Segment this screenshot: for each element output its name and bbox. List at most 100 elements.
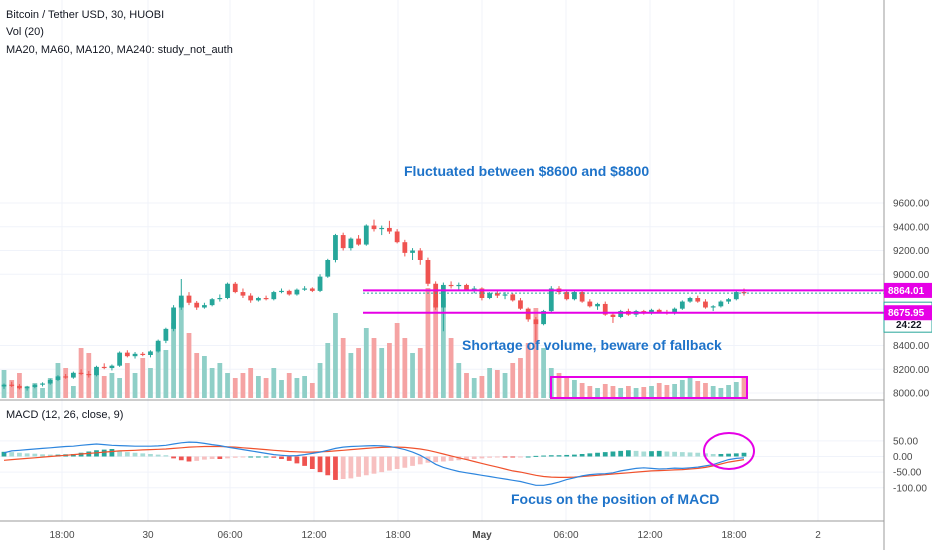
candle-body	[679, 301, 685, 309]
volume-bar	[564, 376, 570, 398]
volume-bar	[186, 333, 192, 398]
macd-axis[interactable]: 50.00 0.00 -50.00 -100.00	[893, 436, 927, 494]
candle-body	[379, 227, 385, 230]
price-tick-label: 9600.00	[893, 199, 930, 210]
upper-price-tag: 8864.01	[888, 286, 925, 297]
macd-histogram-bar	[672, 451, 678, 457]
volume-bar	[448, 338, 454, 398]
candle-body	[286, 290, 292, 295]
macd-histogram-bar	[587, 453, 593, 457]
macd-highlight-circle	[703, 432, 755, 470]
volume-bar	[425, 288, 431, 398]
volume-legend[interactable]: Vol (20)	[6, 26, 44, 38]
macd-histogram-bar	[718, 454, 724, 457]
volume-bar	[710, 386, 716, 398]
macd-histogram-bar	[17, 452, 22, 457]
macd-histogram-bar	[148, 454, 153, 457]
volume-bar	[656, 383, 662, 398]
volume-bar	[387, 343, 392, 398]
volume-bar	[32, 383, 38, 398]
volume-bar	[633, 388, 639, 398]
volume-annotation: Shortage of volume, beware of fallback	[462, 337, 722, 353]
volume-bar	[410, 353, 415, 398]
macd-histogram-bar	[248, 456, 254, 458]
macd-tick-label: 50.00	[893, 436, 918, 447]
volume-bar	[510, 363, 516, 398]
macd-line	[3, 441, 745, 486]
candle-body	[595, 303, 600, 307]
candle-body	[333, 235, 338, 260]
macd-legend[interactable]: MACD (12, 26, close, 9)	[6, 409, 123, 421]
candle-body	[440, 284, 446, 308]
candle-body	[325, 260, 331, 277]
time-tick-label: 18:00	[385, 530, 410, 541]
candle-body	[302, 288, 308, 290]
volume-bar	[9, 380, 15, 398]
macd-histogram-bar	[294, 456, 300, 464]
macd-histogram-bar	[263, 456, 269, 458]
candle-body	[17, 385, 22, 389]
price-axis[interactable]: 9600.00 9400.00 9200.00 9000.00 8400.00 8200.…	[893, 199, 930, 400]
ma-legend[interactable]: MA20, MA60, MA120, MA240: study_not_auth	[6, 44, 233, 56]
candle-body	[703, 301, 708, 308]
macd-histogram-bar	[479, 456, 485, 459]
candle-body	[518, 300, 523, 309]
macd-histogram-bar	[471, 456, 477, 459]
candle-body	[117, 352, 123, 366]
candle-body	[255, 298, 261, 301]
symbol-legend[interactable]: Bitcoin / Tether USD, 30, HUOBI	[6, 9, 164, 21]
macd-histogram-bar	[464, 456, 469, 460]
candle-body	[687, 298, 693, 302]
volume-bar	[255, 376, 261, 398]
macd-histogram-bar	[194, 456, 200, 461]
volume-bar	[279, 380, 284, 398]
candle-body	[649, 309, 654, 314]
candle-body	[656, 309, 662, 313]
time-axis[interactable]: 18:00 30 06:00 12:00 18:00 May 06:00 12:00 18:00…	[49, 530, 821, 541]
macd-histogram-bar	[32, 453, 38, 457]
candle-body	[225, 283, 230, 298]
signal-line	[3, 445, 745, 478]
volume-bar	[70, 386, 76, 398]
volume-bar	[294, 378, 300, 398]
macd-histogram-bar	[70, 454, 76, 457]
candle-body	[510, 294, 516, 301]
volume-bar	[248, 368, 254, 398]
candlesticks	[1, 219, 747, 391]
candle-body	[202, 305, 207, 308]
volume-bar	[178, 298, 184, 398]
macd-histogram-bar	[641, 451, 647, 457]
volume-bar	[464, 373, 469, 398]
macd-histogram-bar	[548, 455, 554, 457]
volume-bar	[148, 368, 153, 398]
macd-histogram-bar	[24, 453, 30, 457]
price-tick-label: 8400.00	[893, 341, 930, 352]
candle-body	[741, 292, 747, 294]
macd-histogram-bar	[155, 454, 161, 457]
macd-histogram-bar	[363, 456, 369, 476]
volume-bar	[363, 328, 369, 398]
time-tick-label: 12:00	[301, 530, 326, 541]
macd-histogram-bar	[448, 456, 454, 461]
volume-bar	[695, 381, 701, 398]
volume-bar	[417, 348, 423, 398]
volume-bar	[356, 348, 361, 398]
candle-body	[502, 294, 508, 296]
candle-body	[448, 284, 454, 287]
macd-histogram-bar	[525, 456, 531, 458]
candle-body	[155, 340, 161, 352]
volume-bar	[217, 363, 223, 398]
lower-price-tag-bg	[884, 305, 932, 321]
volume-bar	[440, 298, 446, 398]
volume-bar	[595, 388, 600, 398]
time-tick-label: 18:00	[49, 530, 74, 541]
macd-histogram-bar	[410, 456, 415, 466]
volume-bar	[371, 338, 377, 398]
volume-bar	[209, 368, 215, 398]
candle-body	[541, 311, 546, 325]
volume-bar	[394, 323, 400, 398]
macd-histogram-bar	[695, 452, 701, 457]
macd-histogram-bar	[572, 454, 577, 457]
volume-bar	[487, 368, 493, 398]
